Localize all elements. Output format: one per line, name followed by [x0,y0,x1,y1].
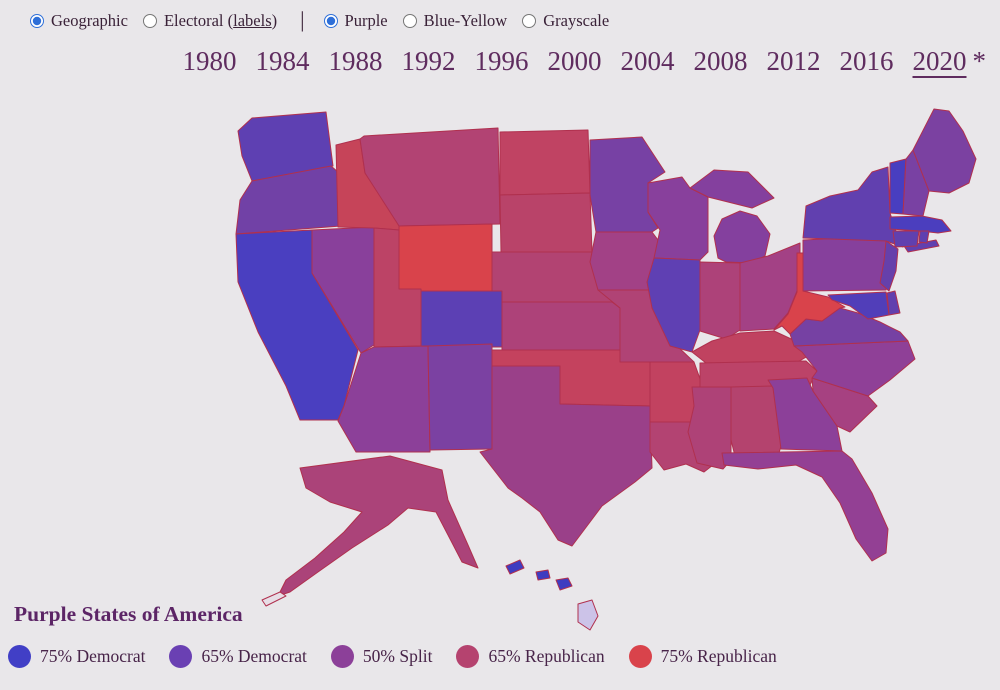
state-connecticut [892,230,920,248]
electoral-label-suffix: ) [271,11,278,30]
aleutian-islands-tail [261,591,287,607]
hawaii-big-island-light [577,599,599,631]
legend-swatch-75-republican [628,645,652,668]
year-2008[interactable]: 2008 [693,46,748,76]
toolbar: Geographic Electoral (labels) | Purple B… [30,7,609,35]
state-new-jersey [879,240,899,292]
state-south-dakota [499,192,593,253]
electoral-label: Electoral (labels) [164,11,277,31]
year-1980[interactable]: 1980 [182,46,237,76]
purple-label: Purple [344,11,388,30]
legend-swatch-65-republican [456,645,480,668]
state-michigan-upper [689,169,775,209]
legend-label-65-republican: 65% Republican [488,646,605,666]
legend-swatch-50-split [330,645,354,668]
page-title: Purple States of America [14,602,243,626]
blue-yellow-label: Blue-Yellow [423,11,508,30]
legend-item-75-republican: 75% Republican [628,645,777,668]
electoral-radio[interactable] [142,14,157,28]
legend-label-50-split: 50% Split [362,646,433,666]
state-new-mexico [427,343,493,451]
state-georgia [767,377,843,452]
state-rhode-island [918,230,930,244]
legend-item-65-republican: 65% Republican [456,645,605,668]
state-hawaii-island-2 [535,569,551,581]
grayscale-radio[interactable] [522,14,537,28]
states-layer [235,108,977,631]
palette-option-blue-yellow[interactable]: Blue-Yellow [402,11,508,31]
legend-swatch-65-democrat [169,645,193,668]
legend-label-75-republican: 75% Republican [660,646,777,666]
year-2016[interactable]: 2016 [839,46,894,76]
labels-link[interactable]: labels [233,11,272,30]
year-1984[interactable]: 1984 [255,46,310,76]
legend-label-65-democrat: 65% Democrat [201,646,307,666]
state-north-carolina [793,340,916,397]
legend-item-75-democrat: 75% Democrat [8,645,145,668]
state-hawaii-island-3 [555,577,573,591]
legend: 75% Democrat 65% Democrat 50% Split 65% … [8,645,777,668]
year-2012[interactable]: 2012 [766,46,821,76]
state-indiana [699,261,741,340]
view-option-electoral[interactable]: Electoral (labels) [142,11,277,31]
geographic-radio[interactable] [30,14,44,28]
grayscale-label: Grayscale [543,11,610,30]
state-alabama [730,385,782,464]
state-pennsylvania [802,235,894,292]
state-new-york [802,166,904,248]
year-1992[interactable]: 1992 [401,46,456,76]
legend-swatch-75-democrat [8,645,31,668]
state-alaska [277,455,479,597]
state-michigan-lower [713,210,771,264]
view-option-geographic[interactable]: Geographic [30,11,128,31]
state-maryland [827,291,890,320]
legend-item-65-democrat: 65% Democrat [169,645,307,668]
state-florida [721,450,889,562]
state-wisconsin [647,176,709,261]
state-texas [479,365,653,547]
state-west-virginia [773,252,846,335]
state-hawaii-island-1 [505,559,525,575]
footnote-asterisk: * [972,46,987,76]
palette-option-grayscale[interactable]: Grayscale [522,11,609,31]
year-2020[interactable]: 2020 [912,46,967,76]
year-2000[interactable]: 2000 [547,46,602,76]
geographic-label: Geographic [51,11,128,30]
palette-option-purple[interactable]: Purple [323,11,388,31]
year-2004[interactable]: 2004 [620,46,675,76]
state-massachusetts [889,215,952,234]
state-new-hampshire [902,149,930,217]
year-1988[interactable]: 1988 [328,46,383,76]
blue-yellow-radio[interactable] [402,14,417,28]
purple-radio[interactable] [323,14,338,28]
legend-item-50-split: 50% Split [330,645,433,668]
toolbar-divider: | [300,7,305,32]
state-kansas [501,301,621,353]
electoral-label-prefix: Electoral ( [163,11,234,30]
year-1996[interactable]: 1996 [474,46,529,76]
legend-label-75-democrat: 75% Democrat [40,646,146,666]
state-washington [237,111,334,182]
state-colorado [420,290,503,348]
year-selector: 1980 1984 1988 1992 1996 2000 2004 2008 … [183,46,987,77]
state-maine [912,108,977,194]
state-wyoming [398,223,493,294]
state-north-dakota [499,129,591,196]
